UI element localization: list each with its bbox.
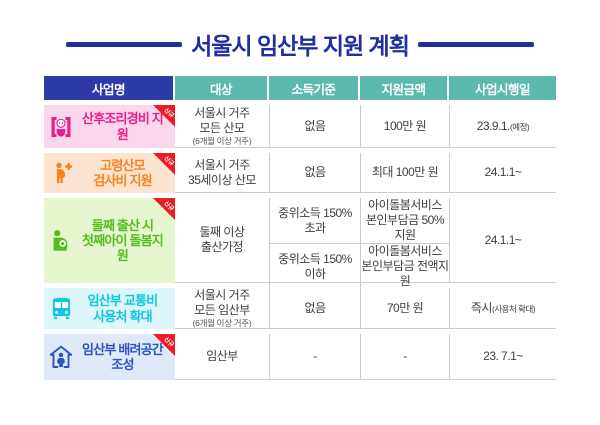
table-row: 둘째 출산 시 첫째아이 돌봄지원 신규 둘째 이상 출산가정 중위소득 150… — [44, 198, 556, 289]
project-cell: 둘째 출산 시 첫째아이 돌봄지원 신규 — [44, 198, 175, 283]
project-name: 임산부 교통비 사용처 확대 — [87, 293, 159, 324]
table-header-row: 사업명 대상 소득기준 지원금액 사업시행일 — [44, 76, 556, 100]
table-row: 산후조리경비 지원 신규 서울시 거주 모든 산모 (6개월 이상 거주) 없음… — [44, 105, 556, 148]
project-cell: 고령산모 검사비 지원 신규 — [44, 153, 175, 193]
date-note: (예정) — [509, 121, 530, 132]
target-cell: 서울시 거주 모든 임산부 (6개월 이상 거주) — [192, 287, 252, 328]
project-name: 고령산모 검사비 지원 — [93, 157, 152, 188]
title-block: 서울시 임산부 지원 계획 — [0, 27, 600, 61]
table-row: 임산부 배려공간 조성 신규 임산부 - - 23. 7.1~ — [44, 334, 556, 380]
target-cell: 둘째 이상 출산가정 — [199, 225, 246, 254]
row-data-cells: 임산부 - - 23. 7.1~ — [175, 334, 556, 380]
project-cell: 산후조리경비 지원 신규 — [44, 105, 175, 148]
income-cell: 없음 — [269, 288, 360, 328]
subrow-under-150: 중위소득 150% 이하 아이돌봄서비스 본인부담금 전액지원 — [269, 244, 449, 289]
income-cell: 중위소득 150% 이하 — [269, 244, 360, 289]
page-title: 서울시 임산부 지원 계획 — [191, 33, 410, 59]
amount-cell: 100만 원 — [360, 105, 449, 147]
project-name: 둘째 출산 시 첫째아이 돌봄지원 — [82, 217, 164, 264]
target-cell: 임산부 — [206, 349, 238, 363]
amount-cell: 최대 100만 원 — [360, 153, 449, 192]
amount-cell: - — [360, 334, 449, 379]
date-note: (사용처 확대) — [491, 303, 536, 314]
title-rule-left — [66, 41, 183, 47]
project-name: 산후조리경비 지원 — [82, 111, 164, 142]
column-header-amount: 지원금액 — [360, 76, 449, 100]
target-note: (6개월 이상 거주) — [192, 135, 252, 146]
column-header-date: 사업시행일 — [449, 76, 556, 100]
pregnant-woman-plus-icon — [44, 161, 78, 186]
row-data-cells: 둘째 이상 출산가정 중위소득 150% 초과 아이돌봄서비스 본인부담금 50… — [175, 198, 556, 289]
date-cell: 23. 7.1~ — [449, 334, 556, 379]
column-header-target: 대상 — [175, 76, 269, 100]
date-cell: 23.9.1.(예정) — [449, 105, 556, 147]
project-name: 임산부 배려공간 조성 — [82, 341, 164, 372]
amount-cell: 아이돌봄서비스 본인부담금 50% 지원 — [360, 198, 449, 243]
income-cell: - — [269, 334, 360, 379]
house-pregnant-icon — [44, 344, 78, 370]
title-rule-right — [417, 41, 534, 47]
amount-cell: 아이돌봄서비스 본인부담금 전액지원 — [360, 244, 449, 289]
project-cell: 임산부 교통비 사용처 확대 — [44, 288, 175, 329]
table-row: 임산부 교통비 사용처 확대 서울시 거주 모든 임산부 (6개월 이상 거주)… — [44, 288, 556, 329]
income-cell: 없음 — [269, 105, 360, 147]
row-data-cells: 서울시 거주 모든 임산부 (6개월 이상 거주) 없음 70만 원 즉시(사용… — [175, 288, 556, 329]
income-amount-subtable: 중위소득 150% 초과 아이돌봄서비스 본인부담금 50% 지원 중위소득 1… — [269, 198, 449, 289]
subrow-over-150: 중위소득 150% 초과 아이돌봄서비스 본인부담금 50% 지원 — [269, 198, 449, 244]
date-cell: 24.1.1~ — [449, 198, 556, 282]
table-row: 고령산모 검사비 지원 신규 서울시 거주 35세이상 산모 없음 최대 100… — [44, 153, 556, 193]
support-plan-table: 사업명 대상 소득기준 지원금액 사업시행일 — [44, 76, 556, 385]
amount-cell: 70만 원 — [360, 288, 449, 328]
target-note: (6개월 이상 거주) — [192, 317, 252, 328]
column-header-income: 소득기준 — [269, 76, 360, 100]
caregiver-baby-icon — [44, 228, 78, 254]
row-data-cells: 서울시 거주 35세이상 산모 없음 최대 100만 원 24.1.1~ — [175, 153, 556, 193]
income-cell: 중위소득 150% 초과 — [269, 198, 360, 243]
target-cell: 서울시 거주 35세이상 산모 — [188, 157, 256, 187]
date-cell: 24.1.1~ — [449, 153, 556, 192]
column-header-project: 사업명 — [44, 76, 175, 100]
row-data-cells: 서울시 거주 모든 산모 (6개월 이상 거주) 없음 100만 원 23.9.… — [175, 105, 556, 148]
bus-icon — [44, 296, 78, 321]
project-cell: 임산부 배려공간 조성 신규 — [44, 334, 175, 380]
income-cell: 없음 — [269, 153, 360, 192]
target-cell: 서울시 거주 모든 산모 (6개월 이상 거주) — [192, 105, 252, 146]
baby-icon — [44, 114, 78, 140]
date-cell: 즉시(사용처 확대) — [449, 288, 556, 328]
